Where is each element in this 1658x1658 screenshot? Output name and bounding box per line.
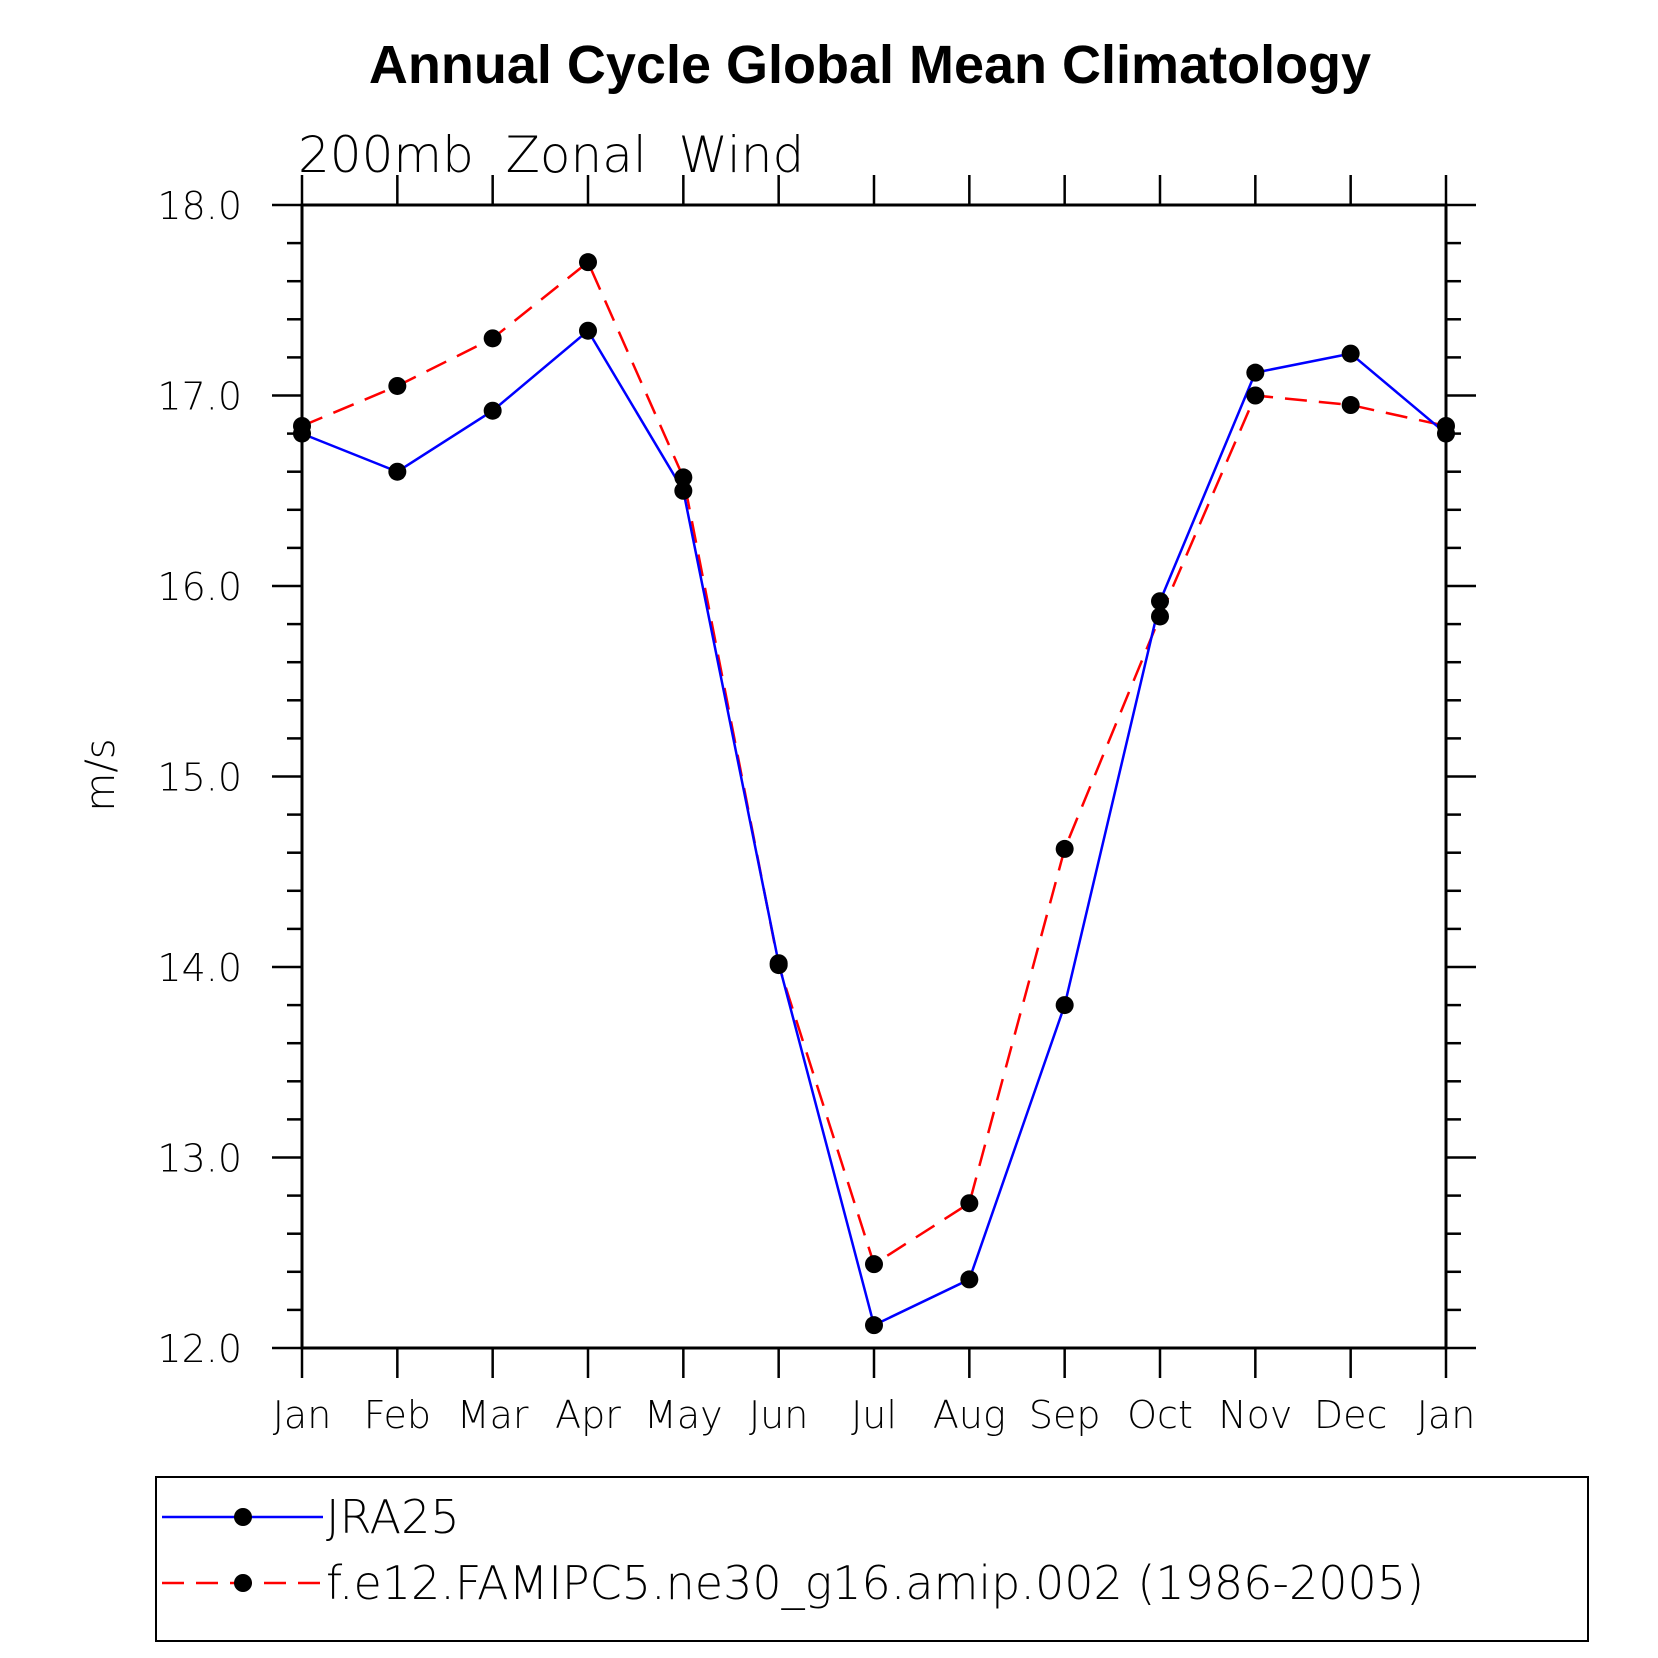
series-line (301, 260, 1447, 1267)
y-axis-label: m/s (78, 738, 124, 811)
x-tick-label: Aug (933, 1393, 1006, 1437)
data-point (769, 956, 788, 975)
x-tick-label: Jun (749, 1393, 808, 1437)
data-point (1246, 386, 1265, 405)
data-point (865, 1316, 883, 1335)
chart-title: Annual Cycle Global Mean Climatology (369, 35, 1371, 95)
legend-box (155, 1476, 1589, 1642)
legend: JRA25 f.e12.FAMIPC5.ne30_g16.amip.002 (19… (155, 1476, 1589, 1642)
data-point (388, 376, 407, 395)
data-point (674, 468, 693, 487)
y-tick-label: 15.0 (157, 756, 242, 800)
data-point (1437, 416, 1455, 435)
data-point (1055, 996, 1074, 1015)
x-tick-label: Nov (1218, 1393, 1292, 1437)
data-point (1246, 363, 1265, 382)
legend-marker (234, 1508, 252, 1526)
series-layer (293, 253, 1455, 1335)
x-tick-label: Apr (555, 1393, 621, 1437)
data-point (483, 329, 502, 348)
x-tick-label: Jan (273, 1393, 332, 1437)
data-point (579, 321, 597, 340)
y-tick-label: 18.0 (157, 184, 242, 228)
data-point (865, 1255, 883, 1274)
series-line (301, 328, 1447, 1327)
data-point (1341, 396, 1360, 415)
data-point (1341, 344, 1360, 363)
data-point (674, 481, 693, 500)
legend-items: JRA25 f.e12.FAMIPC5.ne30_g16.amip.002 (19… (162, 1490, 1424, 1610)
y-tick-label: 12.0 (157, 1327, 242, 1371)
plot-frame (300, 203, 1448, 1350)
data-point (960, 1270, 979, 1289)
x-tick-label: May (644, 1393, 723, 1437)
x-axis: Jan Feb Mar Apr May Jun Jul Aug Sep Oct Nov Dec Jan (273, 175, 1476, 1437)
data-point (1151, 607, 1169, 626)
x-tick-label: Feb (364, 1393, 431, 1437)
x-tick-label: Jan (1417, 1393, 1476, 1437)
data-point (960, 1194, 979, 1213)
data-point (293, 416, 311, 435)
plot-border (300, 203, 1448, 1350)
data-point (483, 401, 502, 420)
x-tick-label: Jul (851, 1393, 897, 1437)
data-point (1055, 839, 1074, 858)
y-tick-label: 16.0 (157, 565, 242, 609)
x-tick-label: Mar (457, 1393, 529, 1437)
data-point (1151, 592, 1169, 611)
y-tick-label: 13.0 (157, 1137, 242, 1181)
legend-label: f.e12.FAMIPC5.ne30_g16.amip.002 (1986-20… (326, 1556, 1424, 1610)
y-tick-label: 17.0 (157, 375, 242, 419)
x-tick-label: Dec (1314, 1393, 1388, 1437)
legend-label: JRA25 (326, 1490, 460, 1544)
y-axis: 12.0 13.0 14.0 15.0 16.0 17.0 18.0 (157, 184, 1476, 1371)
chart-subtitle: 200mb Zonal Wind (298, 126, 804, 184)
data-point (388, 462, 407, 481)
y-tick-label: 14.0 (157, 946, 242, 990)
x-tick-label: Sep (1029, 1393, 1101, 1437)
x-tick-label: Oct (1127, 1393, 1193, 1437)
legend-marker (234, 1574, 252, 1592)
data-point (579, 253, 597, 272)
